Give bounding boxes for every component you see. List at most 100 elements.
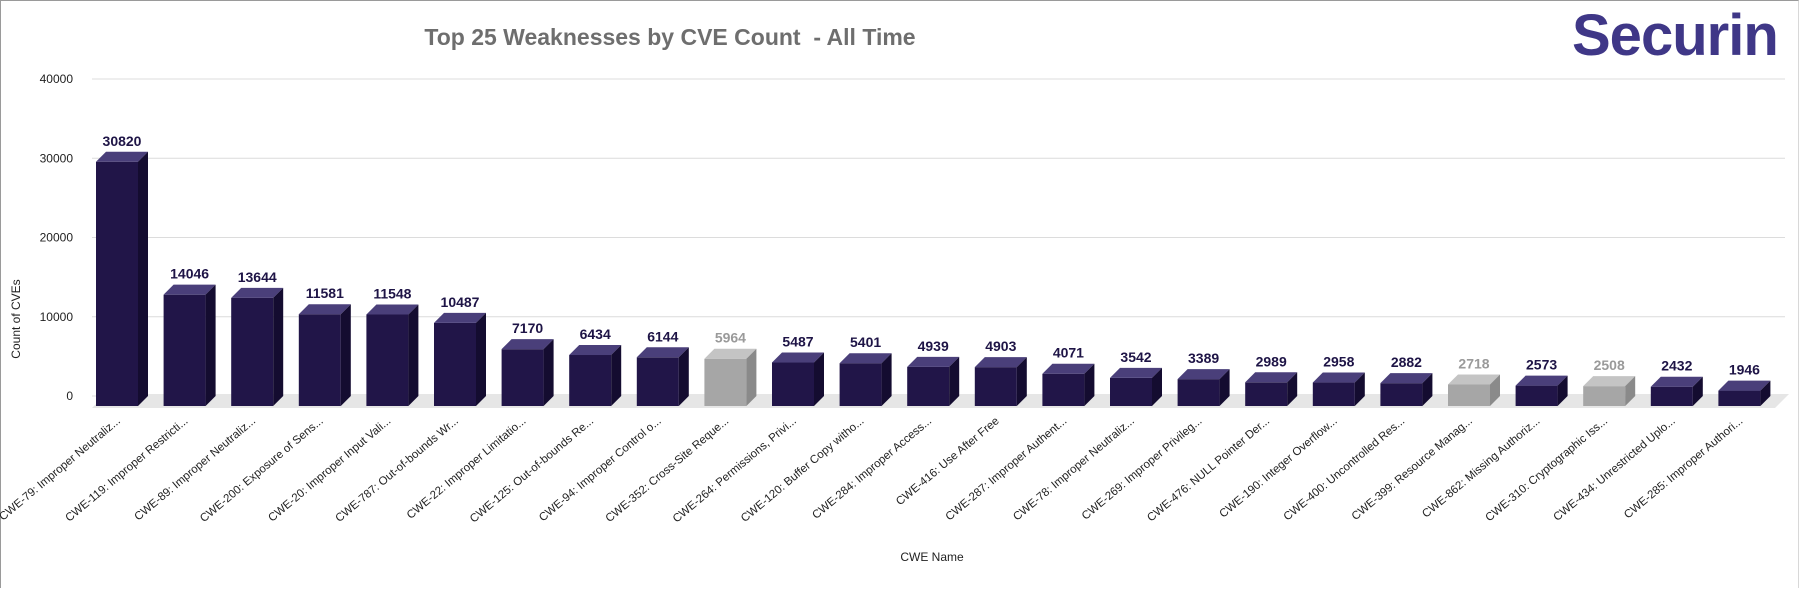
x-tick-label: CWE-287: Improper Authent... bbox=[944, 415, 1070, 523]
value-label: 5401 bbox=[850, 334, 881, 350]
bar-front bbox=[163, 294, 206, 406]
value-label: 6144 bbox=[647, 328, 678, 344]
bar-top bbox=[1245, 372, 1298, 383]
y-tick-label: 0 bbox=[66, 389, 73, 403]
y-tick-label: 20000 bbox=[40, 231, 74, 245]
bar-side bbox=[949, 356, 960, 406]
bar bbox=[569, 345, 622, 406]
bar-side bbox=[543, 339, 554, 406]
bar-top bbox=[1312, 372, 1365, 383]
bar-top bbox=[1177, 369, 1230, 380]
bar-top bbox=[1380, 373, 1433, 384]
y-axis-title: Count of CVEs bbox=[9, 279, 23, 358]
value-label: 11548 bbox=[373, 285, 411, 301]
x-tick-label: CWE-190: Integer Overflow... bbox=[1217, 415, 1339, 520]
x-tick-label: CWE-400: Uncontrolled Res... bbox=[1282, 415, 1408, 523]
bar-side bbox=[1490, 374, 1500, 406]
bar bbox=[1448, 374, 1500, 406]
x-tick-label: CWE-200: Exposure of Sens... bbox=[198, 415, 326, 525]
value-label: 30820 bbox=[103, 133, 142, 149]
bar-front bbox=[1312, 382, 1355, 406]
x-axis-title: CWE Name bbox=[900, 550, 964, 564]
bar-side bbox=[1692, 376, 1703, 406]
bar-front bbox=[772, 362, 814, 406]
bar-top bbox=[974, 357, 1027, 368]
value-label: 11581 bbox=[306, 285, 344, 301]
bar-top bbox=[1650, 376, 1703, 387]
bar-side bbox=[611, 345, 622, 406]
bar-side bbox=[138, 151, 148, 406]
y-tick-label: 10000 bbox=[40, 310, 74, 324]
value-label: 2573 bbox=[1526, 357, 1557, 373]
bar bbox=[1110, 367, 1162, 406]
bar-top bbox=[163, 284, 216, 295]
value-label: 3542 bbox=[1120, 349, 1151, 365]
bar-side bbox=[273, 287, 284, 406]
bar-top bbox=[907, 356, 960, 367]
x-tick-label: CWE-269: Improper Privileg... bbox=[1080, 415, 1205, 522]
x-tick-label: CWE-310: Cryptographic Iss... bbox=[1483, 415, 1610, 524]
bar-top bbox=[1110, 367, 1162, 378]
value-label: 2989 bbox=[1256, 353, 1287, 369]
bar-side bbox=[1287, 372, 1298, 406]
bar-side bbox=[408, 304, 419, 406]
bar-front bbox=[298, 314, 341, 406]
value-label: 2958 bbox=[1323, 354, 1354, 370]
x-tick-label: CWE-284: Improper Access... bbox=[810, 415, 934, 522]
bar bbox=[1312, 372, 1365, 406]
x-tick-label: CWE-119: Improper Restricti... bbox=[64, 415, 191, 524]
securin-logo: Securin bbox=[1572, 3, 1779, 68]
bar-side bbox=[881, 353, 892, 406]
bar-front bbox=[1380, 383, 1423, 406]
bar bbox=[231, 287, 284, 406]
bar bbox=[298, 304, 351, 406]
bar bbox=[772, 352, 824, 406]
value-label: 10487 bbox=[441, 294, 480, 310]
x-tick-label: CWE-89: Improper Neutraliz... bbox=[132, 415, 258, 523]
bar-top bbox=[366, 304, 419, 315]
bar-side bbox=[814, 352, 824, 406]
x-tick-label: CWE-285: Improper Authori... bbox=[1622, 415, 1745, 521]
bar-side bbox=[1625, 376, 1636, 406]
bars bbox=[96, 151, 1771, 406]
bar-front bbox=[907, 366, 950, 406]
bar-top bbox=[231, 287, 284, 298]
bar-side bbox=[1084, 363, 1095, 406]
value-label: 4939 bbox=[918, 338, 949, 354]
bar-top bbox=[1583, 376, 1636, 387]
y-tick-label: 30000 bbox=[40, 151, 74, 165]
bar bbox=[1245, 372, 1298, 406]
bar bbox=[96, 151, 148, 406]
value-label: 5964 bbox=[715, 330, 746, 346]
bar-side bbox=[1422, 373, 1433, 406]
x-tick-label: CWE-264: Permissions, Privi... bbox=[671, 415, 799, 525]
value-label: 7170 bbox=[512, 320, 543, 336]
bar bbox=[1177, 369, 1230, 406]
bar-front bbox=[839, 363, 882, 406]
bar-front bbox=[974, 367, 1017, 406]
value-label: 6434 bbox=[580, 326, 611, 342]
x-tick-label: CWE-94: Improper Control o... bbox=[537, 415, 664, 524]
value-label: 1946 bbox=[1729, 362, 1760, 378]
bar-top bbox=[298, 304, 351, 315]
x-tick-label: CWE-434: Unrestricted Uplo... bbox=[1552, 415, 1678, 524]
y-axis-ticks: 40000 30000 20000 10000 0 bbox=[40, 72, 74, 403]
value-labels: 30820 14046 13644 11581 11548 10487 7170 6434 61… bbox=[103, 133, 1761, 378]
bar bbox=[434, 312, 486, 406]
bar-front bbox=[1515, 385, 1558, 406]
x-tick-label: CWE-787: Out-of-bounds Wr... bbox=[333, 415, 461, 525]
bar-front bbox=[1177, 379, 1220, 406]
bar-front bbox=[569, 355, 612, 406]
bar-front bbox=[96, 161, 138, 406]
x-tick-label: CWE-125: Out-of-bounds Re... bbox=[468, 415, 596, 525]
bar-front bbox=[1718, 390, 1761, 406]
x-tick-label: CWE-399: Resource Manag... bbox=[1350, 415, 1475, 523]
value-label: 4903 bbox=[985, 338, 1016, 354]
bar-side bbox=[1219, 369, 1230, 406]
bar-front bbox=[1583, 386, 1626, 406]
bar-side bbox=[678, 347, 689, 406]
bar bbox=[366, 304, 419, 406]
value-label: 14046 bbox=[170, 266, 209, 282]
bar bbox=[907, 356, 960, 406]
value-label: 2882 bbox=[1391, 354, 1422, 370]
